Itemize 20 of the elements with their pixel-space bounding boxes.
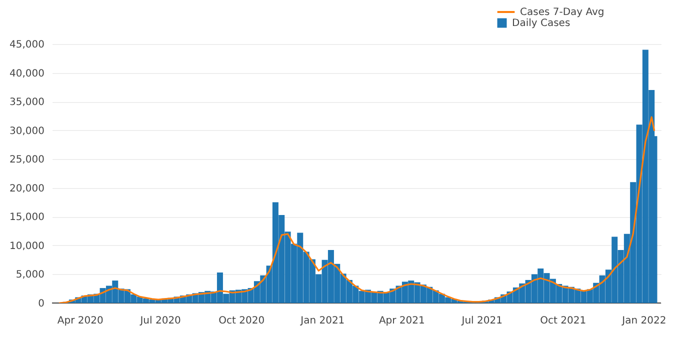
y-tick-label: 20,000 [10,183,44,194]
legend-label: Daily Cases [512,18,570,29]
y-tick-label: 10,000 [10,240,44,252]
y-tick-label: 45,000 [10,40,44,50]
x-tick-label: Apr 2020 [57,316,104,326]
y-tick-label: 0 [38,298,44,310]
x-tick-label: Oct 2020 [218,316,265,326]
y-tick-label: 35,000 [10,97,44,108]
y-tick-label: 15,000 [10,212,44,224]
y-tick-label: 25,000 [10,154,44,166]
legend-label: Cases 7-Day Avg [520,7,604,18]
x-tick-label: Apr 2021 [378,316,425,326]
y-tick-label: 40,000 [10,68,44,80]
x-tick-label: Oct 2021 [540,316,586,326]
x-tick-label: Jan 2022 [621,316,666,326]
y-tick-label: 5,000 [16,270,44,281]
x-tick-label: Jan 2021 [300,316,345,326]
y-tick-label: 30,000 [10,126,44,137]
x-tick-label: Jul 2021 [460,316,502,326]
x-tick-label: Jul 2020 [139,316,181,326]
